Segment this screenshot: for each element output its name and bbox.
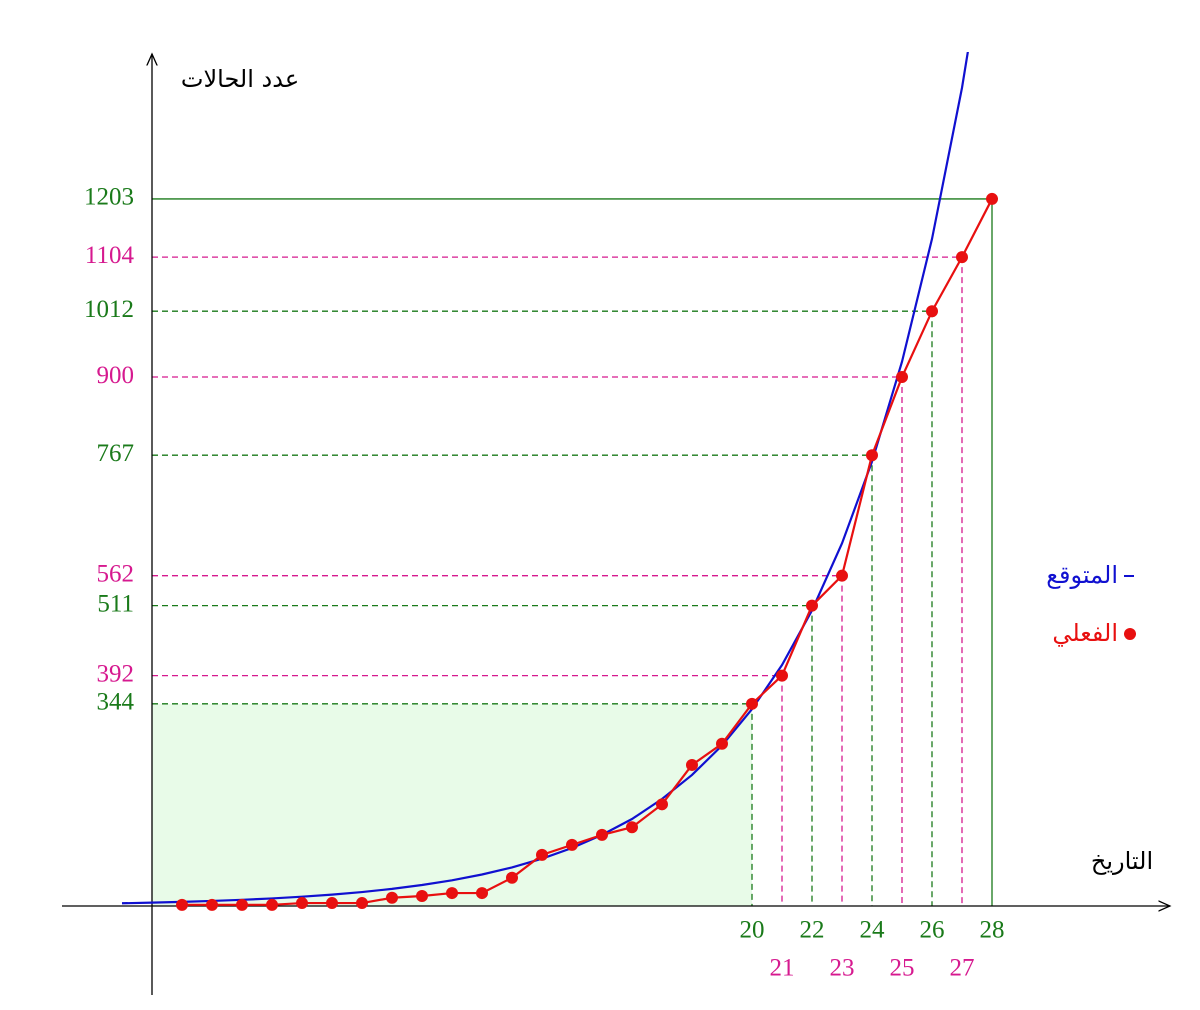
data-point bbox=[236, 898, 248, 911]
data-point bbox=[266, 898, 278, 911]
data-point bbox=[656, 798, 668, 811]
data-point bbox=[716, 737, 728, 750]
x-axis-label: التاريخ bbox=[1091, 847, 1153, 875]
y-tick-label: 392 bbox=[97, 660, 135, 687]
data-point bbox=[986, 192, 998, 205]
y-tick-label: 511 bbox=[97, 590, 134, 617]
data-point bbox=[596, 828, 608, 841]
x-tick-label: 20 bbox=[740, 917, 765, 944]
data-point bbox=[836, 569, 848, 582]
x-tick-label: 21 bbox=[770, 955, 795, 982]
data-point bbox=[296, 897, 308, 910]
x-tick-label: 26 bbox=[920, 917, 945, 944]
data-point bbox=[536, 848, 548, 861]
y-tick-label: 562 bbox=[97, 560, 135, 587]
data-point bbox=[866, 449, 878, 462]
data-point bbox=[176, 898, 188, 911]
x-tick-label: 24 bbox=[860, 917, 886, 944]
data-point bbox=[326, 897, 338, 910]
legend-label: المتوقع bbox=[1046, 561, 1118, 589]
data-point bbox=[896, 371, 908, 384]
legend-label: الفعلي bbox=[1052, 619, 1118, 647]
data-point bbox=[776, 669, 788, 682]
data-point bbox=[506, 871, 518, 884]
data-point bbox=[926, 305, 938, 318]
y-tick-label: 344 bbox=[97, 689, 135, 716]
data-point bbox=[356, 897, 368, 910]
y-tick-label: 900 bbox=[97, 362, 135, 389]
data-point bbox=[626, 821, 638, 834]
x-tick-label: 27 bbox=[950, 955, 975, 982]
data-point bbox=[206, 898, 218, 911]
x-tick-label: 22 bbox=[800, 917, 825, 944]
y-tick-label: 767 bbox=[97, 440, 135, 467]
data-point bbox=[806, 599, 818, 612]
x-tick-label: 23 bbox=[830, 955, 855, 982]
data-point bbox=[446, 887, 458, 900]
y-tick-label: 1012 bbox=[84, 296, 134, 323]
data-point bbox=[746, 697, 758, 710]
data-point bbox=[416, 890, 428, 903]
y-tick-label: 1104 bbox=[85, 242, 135, 269]
y-axis-label: عدد الحالات bbox=[181, 65, 299, 93]
legend-marker bbox=[1124, 628, 1136, 640]
data-point bbox=[686, 758, 698, 771]
x-tick-label: 25 bbox=[890, 955, 915, 982]
y-tick-label: 1203 bbox=[84, 184, 134, 211]
data-point bbox=[956, 251, 968, 264]
data-point bbox=[386, 891, 398, 904]
data-point bbox=[566, 838, 578, 851]
series-line bbox=[121, 52, 969, 905]
data-point bbox=[476, 887, 488, 900]
x-tick-label: 28 bbox=[980, 917, 1005, 944]
series-line bbox=[182, 198, 993, 906]
